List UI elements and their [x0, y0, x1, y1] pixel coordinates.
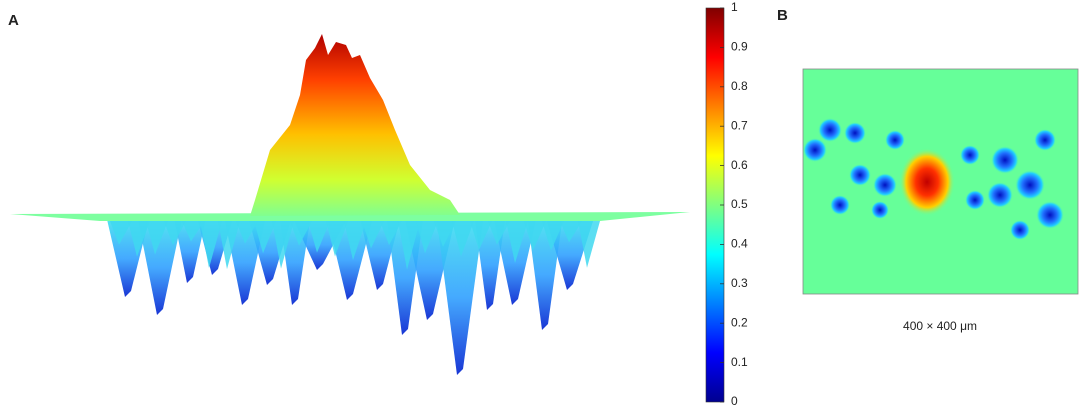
- heatmap-cold-spot: [844, 122, 866, 144]
- surface-trough: [470, 221, 492, 250]
- heatmap-cold-spot: [830, 195, 850, 215]
- heatmap-cold-spot: [849, 164, 871, 186]
- surface-trough: [308, 221, 330, 253]
- heatmap-cold-spot: [965, 190, 985, 210]
- heatmap-cold-spot: [987, 182, 1013, 208]
- surface-trough: [182, 221, 204, 242]
- heatmap-cold-spot: [1015, 170, 1045, 200]
- surface-trough: [200, 221, 222, 269]
- colorbar-tick-label: 0.7: [731, 118, 748, 132]
- panel-label: B: [777, 7, 788, 24]
- heatmap-cold-spot: [960, 145, 980, 165]
- surface-peak: [250, 34, 460, 216]
- colorbar-tick-label: 0.1: [731, 355, 748, 369]
- surface-trough: [560, 221, 582, 243]
- heatmap-cold-spot: [803, 138, 827, 162]
- surface-trough: [434, 221, 456, 247]
- surface-trough: [452, 221, 474, 257]
- surface-trough: [110, 221, 132, 245]
- surface-trough: [527, 220, 563, 330]
- colorbar-tick-label: 0.2: [731, 315, 748, 329]
- surface-trough: [236, 221, 258, 244]
- heatmap-cold-spot: [818, 118, 842, 142]
- surface-trough: [164, 221, 186, 246]
- colorbar-tick-label: 0.6: [731, 158, 748, 172]
- heatmap-caption: 400 × 400 μm: [903, 319, 977, 333]
- heatmap-hot-spot: [899, 148, 955, 216]
- colorbar-tick-label: 0.5: [731, 197, 748, 211]
- heatmap-blobs: [803, 118, 1064, 240]
- surface-trough: [416, 221, 438, 254]
- colorbar-tick-label: 1: [731, 0, 738, 14]
- colorbar-tick-label: 0.3: [731, 276, 748, 290]
- colorbar-tick-label: 0.9: [731, 40, 748, 54]
- heatmap-cold-spot: [991, 146, 1019, 174]
- colorbar-tick-label: 0: [731, 394, 738, 408]
- heatmap-cold-spot: [1034, 129, 1056, 151]
- surface-trough: [436, 220, 484, 375]
- panel-label: A: [8, 12, 19, 29]
- colorbar-tick-label: 0.4: [731, 237, 748, 251]
- heatmap-cold-spot: [1010, 220, 1030, 240]
- heatmap-cold-spot: [1036, 201, 1064, 229]
- heatmap-cold-spot: [885, 130, 905, 150]
- surface-trough: [138, 220, 182, 315]
- surface-trough: [146, 221, 168, 255]
- surface-trough: [218, 221, 240, 270]
- surface-trough: [254, 221, 276, 254]
- surface-trough: [488, 221, 510, 245]
- surface-trough: [362, 221, 384, 249]
- surface-trough: [272, 221, 294, 269]
- surface-trough: [578, 221, 600, 268]
- surface-trough: [380, 221, 402, 246]
- surface-plane: [10, 212, 690, 221]
- surface-plot: [10, 34, 690, 375]
- surface-trough: [398, 221, 420, 270]
- heatmap-frame: [802, 68, 1079, 295]
- heatmap-cold-spot: [873, 173, 897, 197]
- colorbar-tick-label: 0.8: [731, 79, 748, 93]
- surface-trough: [174, 220, 206, 283]
- heatmap-cold-spot: [871, 201, 889, 219]
- surface-trough: [524, 221, 546, 251]
- surface-trough: [344, 221, 366, 261]
- surface-trough: [506, 221, 528, 264]
- surface-trough: [128, 221, 150, 257]
- surface-trough: [542, 221, 564, 251]
- surface-trough: [326, 221, 348, 257]
- surface-trough: [290, 221, 312, 246]
